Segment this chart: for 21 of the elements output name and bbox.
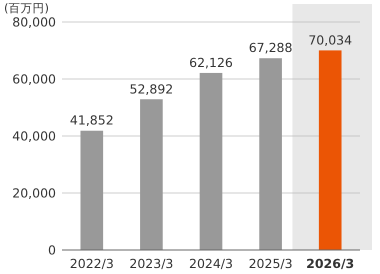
y-tick-label: 80,000 — [12, 14, 56, 30]
bar — [259, 58, 282, 250]
bar — [80, 130, 104, 250]
data-label: 67,288 — [248, 40, 293, 56]
y-axis-title: (百万円) — [4, 1, 49, 15]
x-tick-label: 2022/3 — [70, 256, 114, 271]
y-tick-label: 60,000 — [12, 71, 56, 86]
data-label: 52,892 — [130, 81, 174, 96]
y-tick-label: 20,000 — [12, 185, 56, 200]
bar — [318, 50, 342, 250]
data-label: 62,126 — [189, 54, 233, 70]
x-tick-label: 2024/3 — [189, 256, 233, 271]
data-label: 41,852 — [70, 112, 114, 128]
bar — [140, 99, 163, 250]
x-tick-label: 2025/3 — [248, 256, 293, 271]
data-label: 70,034 — [308, 32, 352, 48]
bar — [200, 72, 222, 250]
x-tick-label: 2026/3 — [306, 256, 354, 271]
x-tick-label: 2023/3 — [129, 256, 174, 271]
y-tick-label: 40,000 — [12, 128, 56, 144]
y-tick-label: 0 — [48, 242, 56, 258]
